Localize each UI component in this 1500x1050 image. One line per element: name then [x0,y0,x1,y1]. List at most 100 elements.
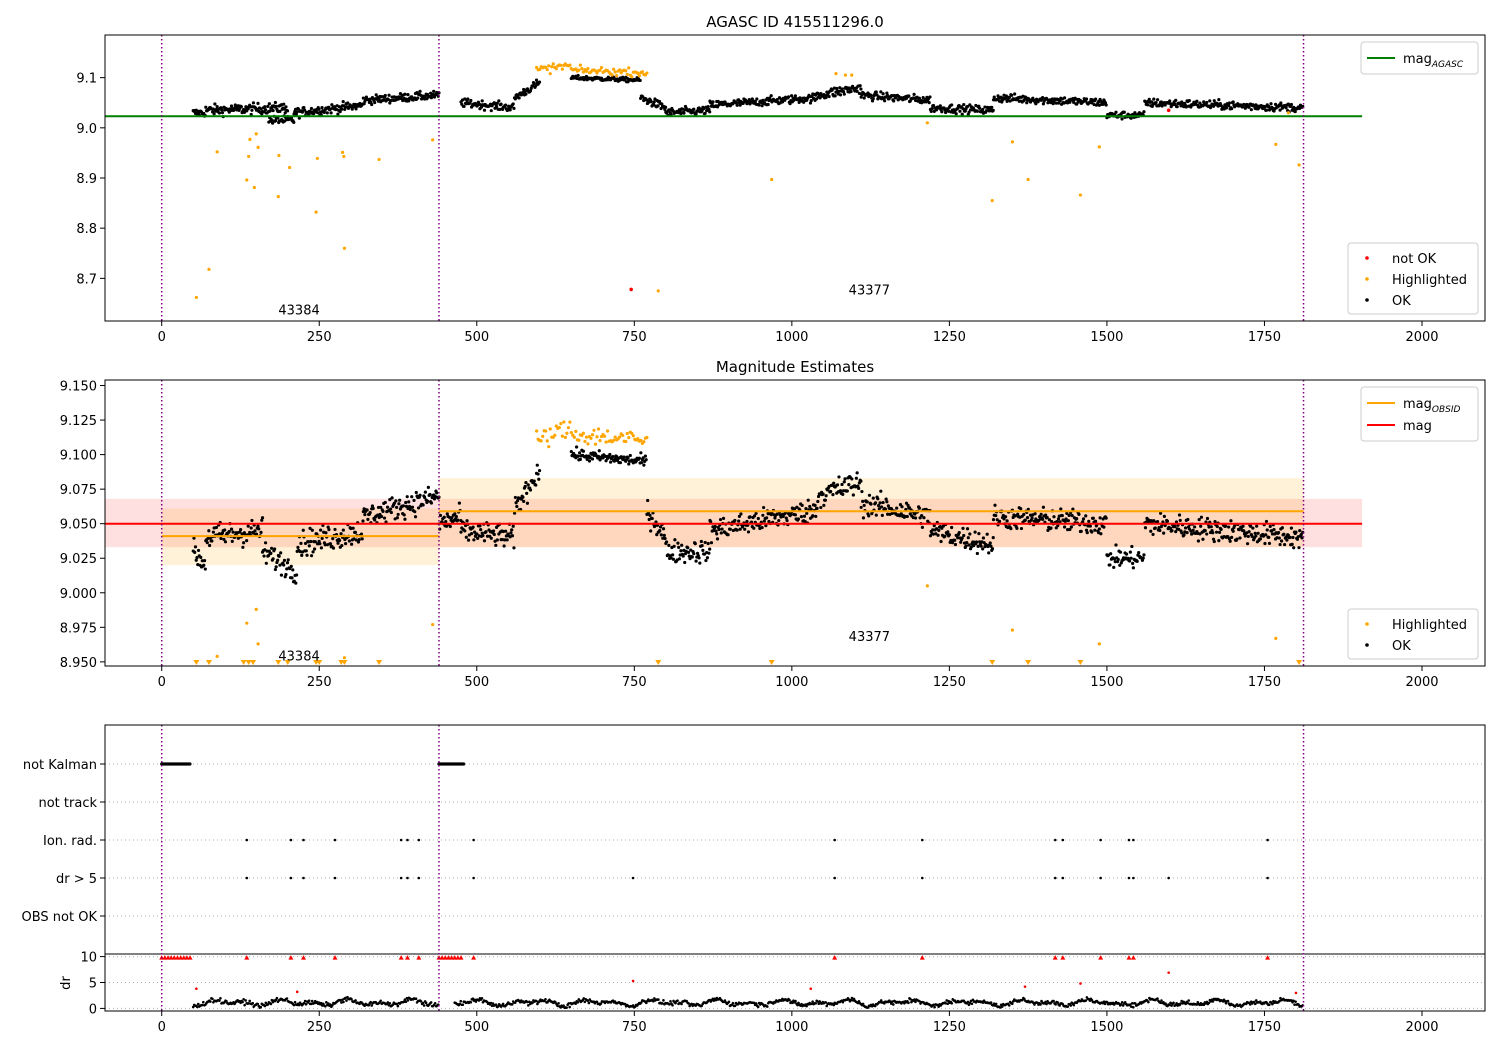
ok-point [353,530,358,535]
ok-point [284,572,288,577]
ok-point [333,527,337,532]
ok-point [858,84,862,88]
ok-point [686,546,690,550]
ok-point [737,514,742,518]
ok-point [1064,517,1068,521]
ok-point [297,116,301,120]
dr-point [264,1001,268,1005]
ok-point [1249,108,1253,112]
ok-point [535,463,539,467]
dr-point [981,1001,985,1004]
ok-point [704,558,708,563]
dr-point [1223,999,1227,1003]
ok-point [310,528,314,532]
ok-point [777,518,781,523]
ok-point [1209,525,1213,529]
y-tick-label: 8.7 [76,272,97,287]
ok-point [250,518,254,523]
ok-point [1084,528,1089,532]
ok-point [1155,519,1160,524]
highlighted-point [636,71,640,75]
ok-point [1155,98,1160,102]
dr-point [849,998,853,1002]
dr-point [970,1002,974,1006]
ok-point [418,493,422,497]
ok-point [1075,517,1079,521]
dr-point [269,1002,273,1006]
ok-point [1294,530,1298,534]
ok-point [981,107,985,112]
ok-point [1041,505,1045,509]
ok-point [815,506,819,510]
ok-point [1065,511,1069,516]
highlighted-point [377,157,381,162]
ok-point [220,111,225,115]
ok-point [785,518,789,523]
ok-point [403,517,407,521]
dr-point [1268,1003,1271,1007]
ok-point [517,96,521,100]
ok-point [257,527,261,531]
ok-point [459,530,463,534]
dr-point [354,999,357,1002]
dr-point [402,1000,406,1004]
ok-point [511,524,515,528]
ok-point [973,530,977,534]
dr-point [531,1001,534,1005]
ion-rad-marker [1266,838,1269,842]
ok-point [1198,101,1202,105]
ok-point [516,498,520,503]
dr-point [825,1004,829,1008]
ok-point [574,445,579,449]
ion-rad-marker [1053,838,1057,842]
x-tick-label: 250 [307,1020,332,1035]
ok-point [626,456,630,460]
ok-point [269,551,273,555]
dr-point [485,1000,489,1004]
dr-point [814,1002,817,1005]
clipped-point-marker [284,660,291,665]
ok-point [604,459,608,463]
ok-point [1228,539,1232,543]
ok-point [492,532,496,537]
ok-point [413,510,417,514]
highlighted-point [990,198,994,203]
ok-point [1254,534,1258,538]
ok-point [821,492,825,496]
ok-point [523,484,527,489]
dr-gt-5-marker [1053,876,1057,880]
highlighted-point [207,267,211,271]
highlighted-point [618,68,622,72]
dr-point [202,1000,205,1004]
ok-point [975,551,979,556]
highlighted-point [610,73,614,77]
ok-point [831,493,835,497]
ok-point [640,460,644,465]
highlighted-point [612,67,616,71]
ok-point [914,516,918,520]
dr-point [1147,1000,1150,1004]
ok-point [645,98,649,102]
ok-point [865,500,869,504]
ok-point [253,529,257,533]
ok-point [505,538,509,542]
dr-point [297,1003,301,1007]
dr-point [471,997,475,1000]
ok-point [709,520,713,524]
highlighted-point [925,584,929,588]
ok-point [312,112,316,116]
ok-point [1130,544,1134,549]
ok-point [1199,515,1204,519]
ok-point [611,455,615,459]
ok-point [841,90,846,94]
highlighted-point [850,73,854,77]
ok-point [1197,518,1201,522]
dr-point [1054,1003,1057,1006]
ok-point [482,539,487,543]
ok-point [270,546,274,550]
ok-point [934,527,939,531]
dr-point [474,1000,478,1003]
dr-point [1058,1004,1061,1007]
ok-point [302,105,306,110]
legend-label: not OK [1392,252,1437,267]
